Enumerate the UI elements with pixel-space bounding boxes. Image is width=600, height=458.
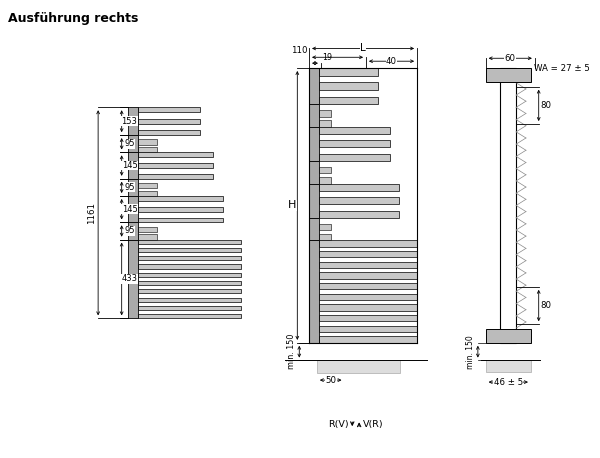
Bar xyxy=(139,153,212,157)
Bar xyxy=(139,248,241,252)
Bar xyxy=(139,147,157,153)
Bar xyxy=(139,130,200,135)
Bar xyxy=(319,97,378,104)
Bar xyxy=(309,127,319,161)
Bar xyxy=(139,218,223,222)
Text: V(R): V(R) xyxy=(363,420,383,429)
Bar xyxy=(139,107,200,112)
Text: min. 150: min. 150 xyxy=(287,334,296,369)
Text: 95: 95 xyxy=(124,139,135,148)
Bar xyxy=(139,139,157,145)
Bar xyxy=(139,298,241,302)
Bar xyxy=(319,167,331,174)
Bar xyxy=(319,294,417,300)
Bar xyxy=(319,273,417,279)
Bar xyxy=(139,119,200,124)
Bar xyxy=(319,177,331,184)
Text: 80: 80 xyxy=(540,101,551,110)
Bar xyxy=(139,234,157,240)
Bar xyxy=(139,281,241,285)
Bar xyxy=(319,240,417,247)
Text: 40: 40 xyxy=(386,57,397,65)
Bar xyxy=(309,68,319,104)
Bar xyxy=(139,227,157,232)
Bar xyxy=(319,251,417,257)
Bar xyxy=(486,68,531,82)
Bar xyxy=(309,184,319,218)
Bar xyxy=(319,315,417,322)
Bar xyxy=(309,218,319,240)
Bar xyxy=(139,183,157,188)
Bar xyxy=(319,68,378,76)
Bar xyxy=(319,283,417,289)
Bar xyxy=(319,305,417,311)
Text: 46 ± 5: 46 ± 5 xyxy=(494,377,523,387)
Bar xyxy=(139,273,241,277)
Text: 60: 60 xyxy=(505,54,516,63)
Text: 110: 110 xyxy=(290,46,307,55)
Text: 145: 145 xyxy=(122,205,137,214)
Text: 433: 433 xyxy=(122,274,137,284)
Bar xyxy=(319,197,400,204)
Bar xyxy=(319,234,331,240)
Bar xyxy=(139,174,212,179)
Bar xyxy=(128,135,139,153)
Bar xyxy=(319,110,331,117)
Bar xyxy=(319,211,400,218)
Bar xyxy=(139,306,241,310)
Bar xyxy=(319,154,389,161)
Bar xyxy=(486,329,531,343)
Bar xyxy=(319,184,400,191)
Text: 153: 153 xyxy=(122,117,137,126)
Bar xyxy=(319,127,389,134)
Bar xyxy=(486,360,531,372)
Bar xyxy=(139,264,241,268)
Bar xyxy=(319,262,417,268)
Bar xyxy=(319,337,417,343)
Text: 95: 95 xyxy=(124,226,135,235)
Bar xyxy=(319,140,389,147)
Bar xyxy=(309,104,319,127)
Text: 50: 50 xyxy=(325,376,336,385)
Bar xyxy=(309,161,319,184)
Text: 19: 19 xyxy=(322,53,332,62)
Bar xyxy=(128,153,139,179)
Bar xyxy=(128,222,139,240)
Text: min. 150: min. 150 xyxy=(466,335,475,369)
Text: L: L xyxy=(360,44,366,54)
Bar xyxy=(128,179,139,196)
Bar xyxy=(319,120,331,127)
Bar xyxy=(319,326,417,332)
Bar xyxy=(500,68,516,343)
Text: H: H xyxy=(288,201,296,210)
Bar xyxy=(128,240,139,318)
Text: 80: 80 xyxy=(540,301,551,310)
Bar xyxy=(139,196,223,201)
Bar xyxy=(309,240,319,343)
Text: R(V): R(V) xyxy=(328,420,349,429)
Bar xyxy=(317,360,400,373)
Text: WA = 27 ± 5: WA = 27 ± 5 xyxy=(534,64,590,73)
Bar xyxy=(139,207,223,212)
Bar xyxy=(139,289,241,294)
Text: 95: 95 xyxy=(124,183,135,192)
Bar xyxy=(128,196,139,222)
Bar xyxy=(139,314,241,318)
Bar xyxy=(319,82,378,90)
Bar xyxy=(139,256,241,260)
Text: 145: 145 xyxy=(122,161,137,170)
Text: 1161: 1161 xyxy=(87,202,96,224)
Bar xyxy=(128,107,139,135)
Bar xyxy=(139,240,241,244)
Bar xyxy=(139,191,157,196)
Bar xyxy=(139,163,212,168)
Text: Ausführung rechts: Ausführung rechts xyxy=(8,12,138,25)
Bar xyxy=(319,224,331,230)
